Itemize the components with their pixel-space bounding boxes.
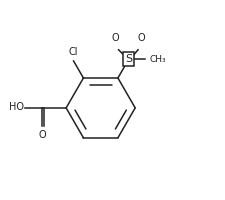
Text: HO: HO bbox=[9, 102, 24, 112]
Text: CH₃: CH₃ bbox=[149, 55, 166, 64]
Text: S: S bbox=[125, 54, 132, 64]
Text: O: O bbox=[138, 33, 145, 43]
Text: Cl: Cl bbox=[69, 47, 79, 57]
Text: O: O bbox=[111, 33, 119, 43]
Text: O: O bbox=[39, 130, 46, 140]
